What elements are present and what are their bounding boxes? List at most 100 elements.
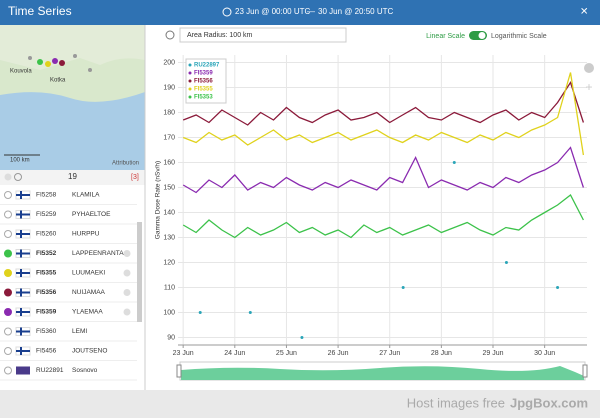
legend-entry[interactable]: FI5356 bbox=[194, 79, 213, 85]
map-label: Kouvola bbox=[10, 69, 32, 75]
legend-entry[interactable]: FI5359 bbox=[194, 71, 213, 77]
y-tick-label: 200 bbox=[163, 59, 175, 66]
flag-cross bbox=[16, 350, 30, 352]
data-point bbox=[452, 161, 456, 164]
x-tick-label: 25 Jun bbox=[276, 350, 297, 357]
flag-cross bbox=[20, 288, 22, 297]
row-checkbox[interactable] bbox=[4, 249, 12, 258]
station-row[interactable]: FI5260 HURPPU bbox=[0, 229, 137, 244]
station-id: FI5456 bbox=[36, 348, 57, 355]
row-checkbox[interactable] bbox=[4, 366, 12, 375]
row-checkbox[interactable] bbox=[4, 210, 12, 219]
station-name: LEMI bbox=[72, 328, 87, 335]
map-scale: 100 km bbox=[10, 158, 30, 164]
station-row[interactable]: FI5259 PYHAELTOE bbox=[0, 210, 137, 225]
flag-cross bbox=[16, 252, 30, 255]
station-id: FI5260 bbox=[36, 231, 57, 238]
flag-cross bbox=[16, 311, 30, 313]
legend: RU22897 FI5359 FI5356 FI5355 FI5353 bbox=[185, 58, 227, 104]
plot-area bbox=[178, 55, 587, 345]
x-tick-label: 24 Jun bbox=[224, 350, 245, 357]
y-tick-label: 120 bbox=[163, 259, 175, 266]
sea bbox=[0, 92, 145, 170]
selected-count: [3] bbox=[131, 174, 139, 181]
footer-brand: JpgBox.com bbox=[510, 395, 588, 410]
flag-cross bbox=[16, 233, 30, 235]
station-row[interactable]: FI5456 JOUTSENO bbox=[0, 346, 137, 361]
row-checkbox[interactable] bbox=[4, 230, 12, 238]
y-tick-label: 100 bbox=[163, 309, 175, 316]
station-name: HURPPU bbox=[72, 231, 100, 238]
flag-cross bbox=[16, 272, 30, 274]
y-tick-label: 190 bbox=[163, 84, 175, 91]
legend-entry[interactable]: RU22897 bbox=[194, 63, 220, 69]
map-attribution[interactable]: Attribution bbox=[112, 161, 139, 167]
radius-select[interactable] bbox=[179, 27, 347, 43]
row-checkbox[interactable] bbox=[4, 269, 12, 277]
row-checkbox[interactable] bbox=[4, 327, 12, 336]
row-checkbox[interactable] bbox=[4, 347, 12, 355]
eye-icon[interactable] bbox=[123, 250, 131, 257]
station-name: PYHAELTOE bbox=[72, 211, 111, 218]
y-tick-label: 90 bbox=[167, 334, 175, 341]
eye-icon[interactable] bbox=[123, 269, 131, 277]
flag-cross bbox=[20, 191, 22, 199]
station-name: NUIJAMAA bbox=[72, 289, 106, 296]
legend-swatch bbox=[188, 95, 192, 99]
row-checkbox[interactable] bbox=[4, 191, 12, 199]
station-row[interactable]: FI5359 YLAEMAA bbox=[0, 307, 137, 322]
series-line bbox=[182, 72, 585, 156]
station-name: KLAMILA bbox=[72, 192, 100, 199]
station-row[interactable]: FI5258 KLAMILA bbox=[0, 190, 137, 205]
flag-cross bbox=[16, 194, 30, 196]
navigator-area bbox=[181, 366, 584, 380]
linear-scale[interactable]: Linear Scale bbox=[426, 33, 465, 40]
play-button[interactable] bbox=[165, 30, 175, 40]
data-point bbox=[300, 336, 304, 339]
station-name: LUUMAEKI bbox=[72, 270, 105, 277]
row-checkbox[interactable] bbox=[4, 308, 12, 316]
station-name: LAPPEENRANTA bbox=[72, 250, 124, 257]
series-line bbox=[182, 194, 584, 239]
land bbox=[0, 25, 145, 70]
station-row[interactable]: FI5352 LAPPEENRANTA bbox=[0, 249, 137, 264]
station-row[interactable]: FI5356 NUIJAMAA bbox=[0, 288, 137, 303]
legend-swatch bbox=[188, 71, 192, 75]
y-tick-label: 160 bbox=[163, 159, 175, 166]
flag-cross bbox=[20, 230, 22, 238]
x-tick-label: 26 Jun bbox=[328, 350, 349, 357]
info-icon[interactable] bbox=[584, 63, 594, 73]
header-title: Time Series bbox=[8, 4, 72, 18]
station-id: FI5259 bbox=[36, 211, 57, 218]
station-count: 19 bbox=[68, 172, 77, 181]
eye-icon[interactable] bbox=[123, 308, 131, 316]
data-point bbox=[401, 286, 405, 289]
zoom-plus[interactable]: + bbox=[585, 80, 592, 94]
series-line bbox=[182, 80, 585, 126]
station-row[interactable]: RU22891 Sosnovo bbox=[0, 366, 137, 381]
legend-entry[interactable]: FI5353 bbox=[194, 95, 213, 101]
scrollbar[interactable] bbox=[137, 222, 142, 322]
station-id: FI5356 bbox=[36, 289, 57, 296]
flag-cross bbox=[20, 269, 22, 277]
flag-cross bbox=[16, 330, 30, 333]
radius-label: Area Radius: 100 km bbox=[187, 32, 253, 39]
row-checkbox[interactable] bbox=[4, 288, 12, 297]
y-tick-label: 110 bbox=[164, 284, 175, 291]
legend-swatch bbox=[188, 79, 192, 83]
log-scale[interactable]: Logarithmic Scale bbox=[491, 33, 547, 40]
x-tick-label: 28 Jun bbox=[431, 350, 452, 357]
y-tick-label: 140 bbox=[163, 209, 175, 216]
station-id: FI5258 bbox=[36, 192, 57, 199]
flag-cross bbox=[16, 291, 30, 294]
station-name: JOUTSENO bbox=[72, 348, 107, 355]
legend-entry[interactable]: FI5355 bbox=[194, 87, 213, 93]
footer-text: Host images free bbox=[407, 395, 505, 410]
map-label: Kotka bbox=[50, 78, 66, 84]
station-row[interactable]: FI5360 LEMI bbox=[0, 327, 137, 342]
eye-icon[interactable] bbox=[123, 289, 131, 296]
station-row[interactable]: FI5355 LUUMAEKI bbox=[0, 268, 137, 283]
flag-cross bbox=[20, 249, 22, 258]
close-button[interactable]: ✕ bbox=[580, 7, 588, 18]
